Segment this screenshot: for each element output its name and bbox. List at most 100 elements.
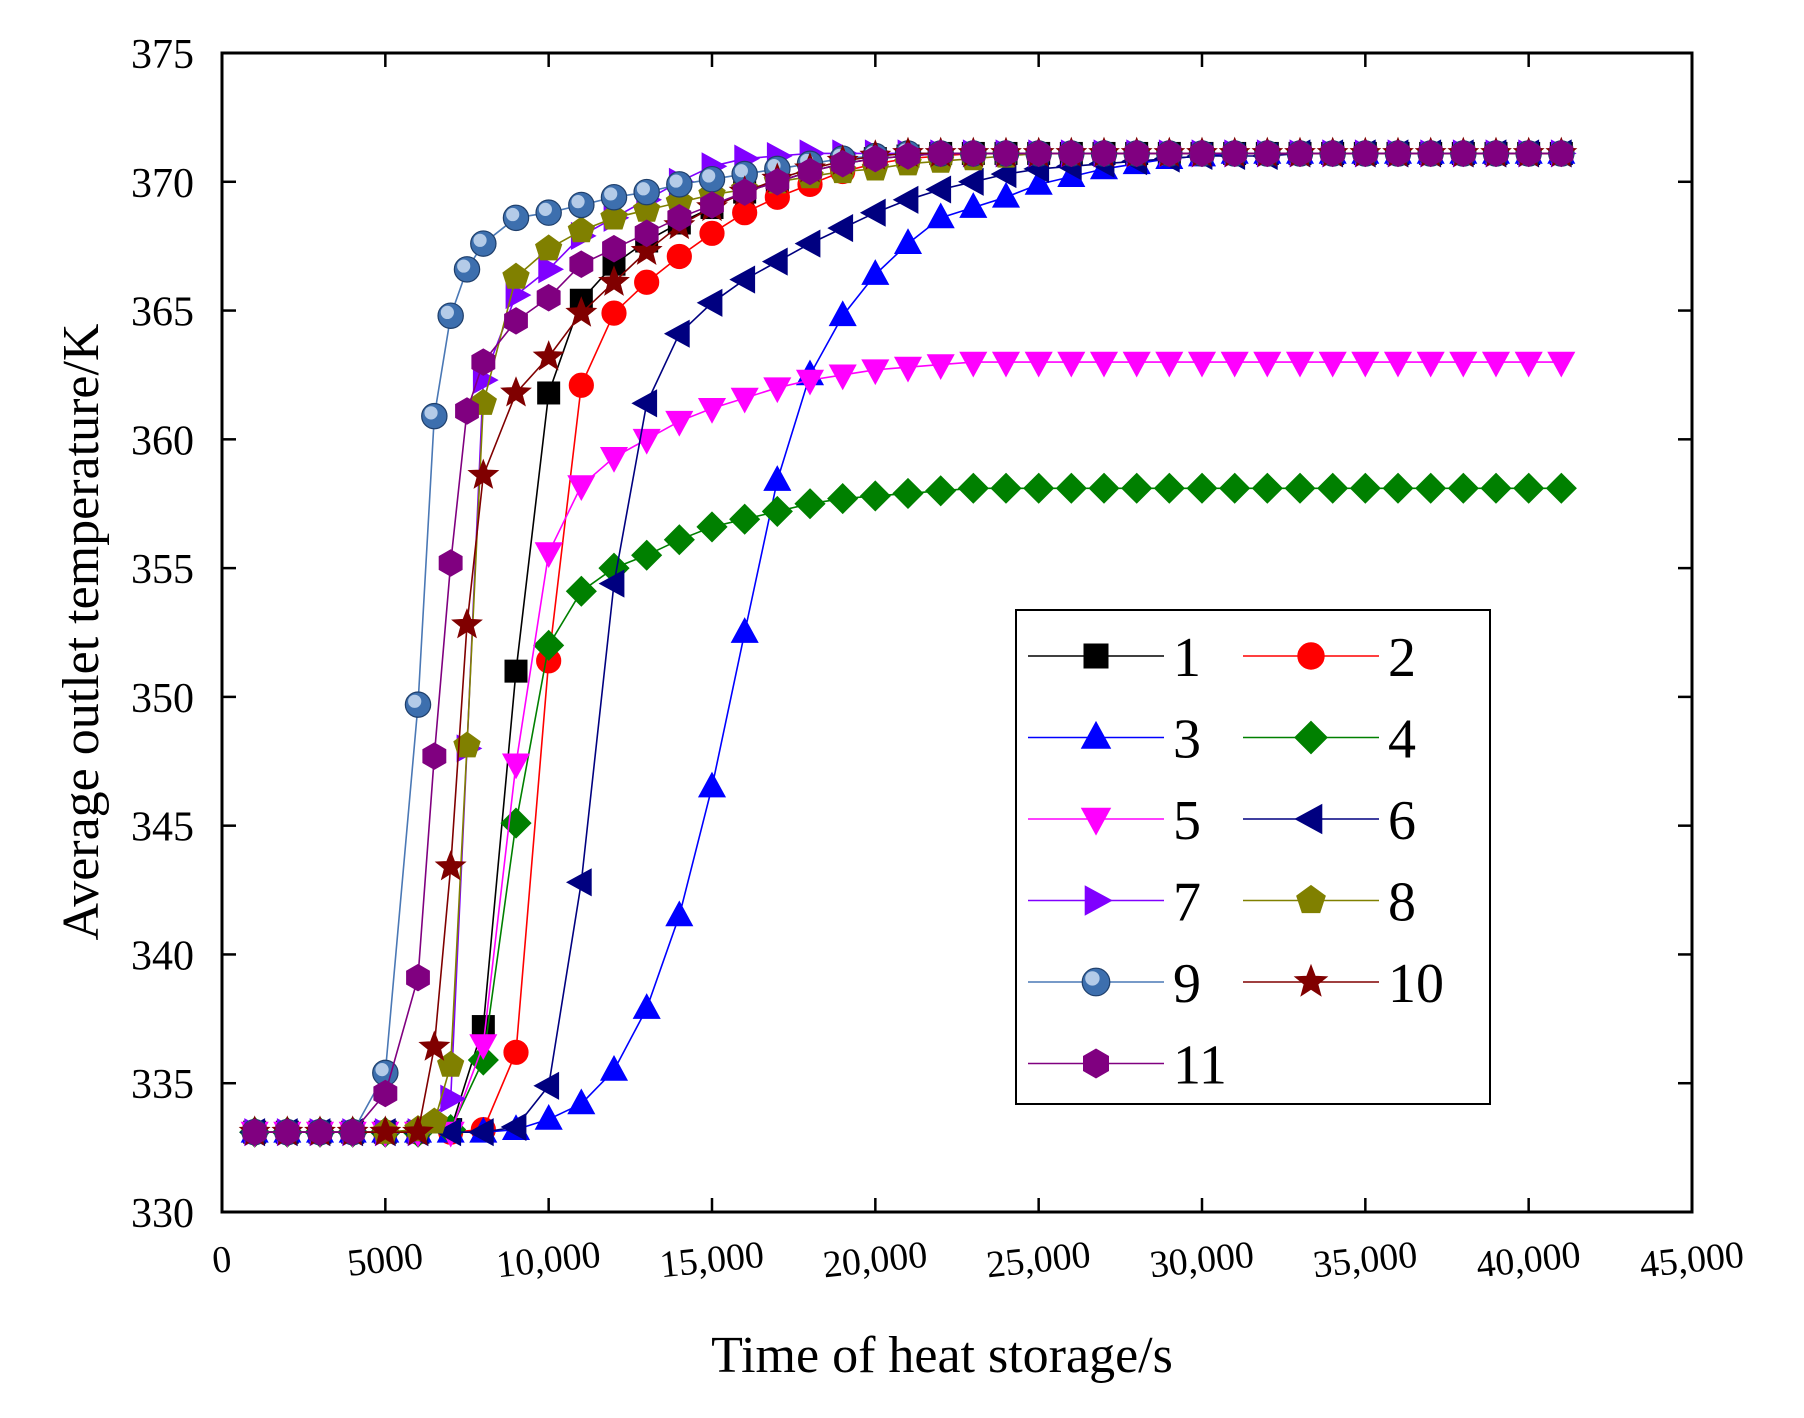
data-point-6 — [663, 319, 690, 348]
data-point-4 — [892, 477, 924, 510]
data-point-11 — [242, 1118, 267, 1146]
data-point-9-highlight — [424, 406, 438, 420]
data-point-10 — [500, 376, 532, 407]
data-point-5 — [534, 542, 563, 569]
legend-marker-5 — [1080, 807, 1112, 836]
data-point-11 — [994, 139, 1018, 168]
legend-label-8: 8 — [1388, 872, 1416, 934]
data-point-10 — [532, 340, 565, 371]
data-point-11 — [1484, 139, 1508, 168]
data-point-8 — [437, 1050, 465, 1077]
data-point-11 — [1320, 139, 1345, 168]
data-point-8 — [567, 216, 595, 243]
data-point-5 — [730, 387, 759, 414]
data-point-11 — [928, 139, 953, 168]
data-point-4 — [1349, 472, 1381, 504]
data-point-9-highlight — [604, 187, 618, 201]
data-point-11 — [863, 144, 888, 173]
data-point-11 — [1516, 139, 1541, 168]
data-point-5 — [861, 359, 890, 386]
data-point-11 — [536, 283, 561, 312]
data-point-11 — [830, 149, 855, 178]
data-point-2 — [503, 1039, 529, 1065]
data-point-5 — [1351, 351, 1380, 378]
data-point-11 — [1124, 139, 1149, 168]
data-point-5 — [1416, 351, 1445, 378]
data-point-1 — [537, 381, 561, 405]
data-point-3 — [828, 300, 857, 327]
y-tick-label: 370 — [131, 161, 194, 207]
data-point-4 — [1088, 472, 1120, 504]
data-point-4 — [565, 575, 597, 607]
data-point-4 — [925, 475, 957, 507]
data-point-3 — [730, 617, 759, 643]
y-tick-label: 375 — [131, 32, 194, 78]
data-point-8 — [600, 203, 628, 230]
data-point-11 — [1549, 139, 1574, 168]
data-point-6 — [500, 1112, 527, 1142]
data-point-6 — [892, 185, 919, 214]
data-point-5 — [926, 354, 955, 380]
data-point-11 — [504, 307, 528, 335]
data-point-6 — [729, 265, 756, 294]
y-tick-label: 350 — [131, 676, 194, 722]
data-point-4 — [957, 472, 989, 504]
data-point-9-highlight — [473, 233, 487, 247]
data-point-3 — [763, 465, 792, 491]
data-point-6 — [435, 1118, 462, 1147]
legend-marker-10 — [1293, 963, 1329, 997]
data-point-11 — [1255, 139, 1280, 168]
data-point-5 — [991, 351, 1021, 378]
legend-box — [1015, 609, 1491, 1105]
data-point-6 — [827, 214, 854, 243]
data-point-5 — [1383, 351, 1413, 378]
legend-marker-3 — [1080, 720, 1112, 749]
data-point-5 — [1057, 351, 1086, 378]
data-point-3 — [959, 192, 988, 218]
series-11 — [242, 139, 1574, 1146]
data-point-5 — [501, 753, 531, 780]
data-point-4 — [696, 511, 728, 543]
data-point-5 — [469, 1034, 498, 1060]
y-tick-label: 345 — [131, 805, 194, 851]
data-point-11 — [1451, 139, 1476, 168]
y-tick-label: 335 — [131, 1062, 194, 1108]
y-tick-label: 340 — [131, 933, 194, 979]
data-point-10 — [369, 1115, 402, 1146]
data-point-11 — [340, 1118, 365, 1146]
data-point-5 — [1481, 351, 1511, 378]
data-point-11 — [422, 742, 447, 770]
data-point-10 — [451, 608, 483, 639]
data-point-11 — [602, 234, 626, 263]
data-point-4 — [1251, 472, 1283, 504]
data-point-10 — [467, 458, 500, 489]
data-point-11 — [569, 250, 594, 278]
data-point-6 — [794, 229, 821, 258]
legend-label-1: 1 — [1173, 627, 1201, 689]
data-point-9-highlight — [669, 174, 683, 188]
data-point-4 — [467, 1044, 499, 1076]
y-axis-label: Average outlet temperature/K — [53, 323, 110, 940]
data-point-2 — [601, 300, 627, 326]
y-tick-label: 355 — [131, 547, 194, 593]
data-point-4 — [1480, 472, 1512, 504]
data-point-3 — [599, 1054, 629, 1081]
data-point-5 — [1285, 351, 1315, 378]
data-point-11 — [455, 397, 479, 425]
data-point-11 — [667, 204, 692, 232]
data-point-1 — [504, 659, 528, 683]
data-point-11 — [1288, 139, 1312, 168]
data-point-4 — [1447, 472, 1479, 504]
data-point-3 — [697, 771, 727, 798]
data-point-8 — [535, 234, 563, 261]
data-point-11 — [961, 139, 986, 168]
data-point-3 — [567, 1088, 596, 1115]
legend-marker-7 — [1084, 885, 1113, 916]
series-layer — [238, 136, 1578, 1148]
data-point-11 — [406, 963, 430, 992]
legend: 1 2 3 4 5 6 7 8 9 10 11 — [1015, 609, 1491, 1105]
data-point-4 — [1121, 472, 1153, 504]
x-tick-label: 5000 — [345, 1235, 425, 1285]
data-point-11 — [1353, 139, 1378, 168]
